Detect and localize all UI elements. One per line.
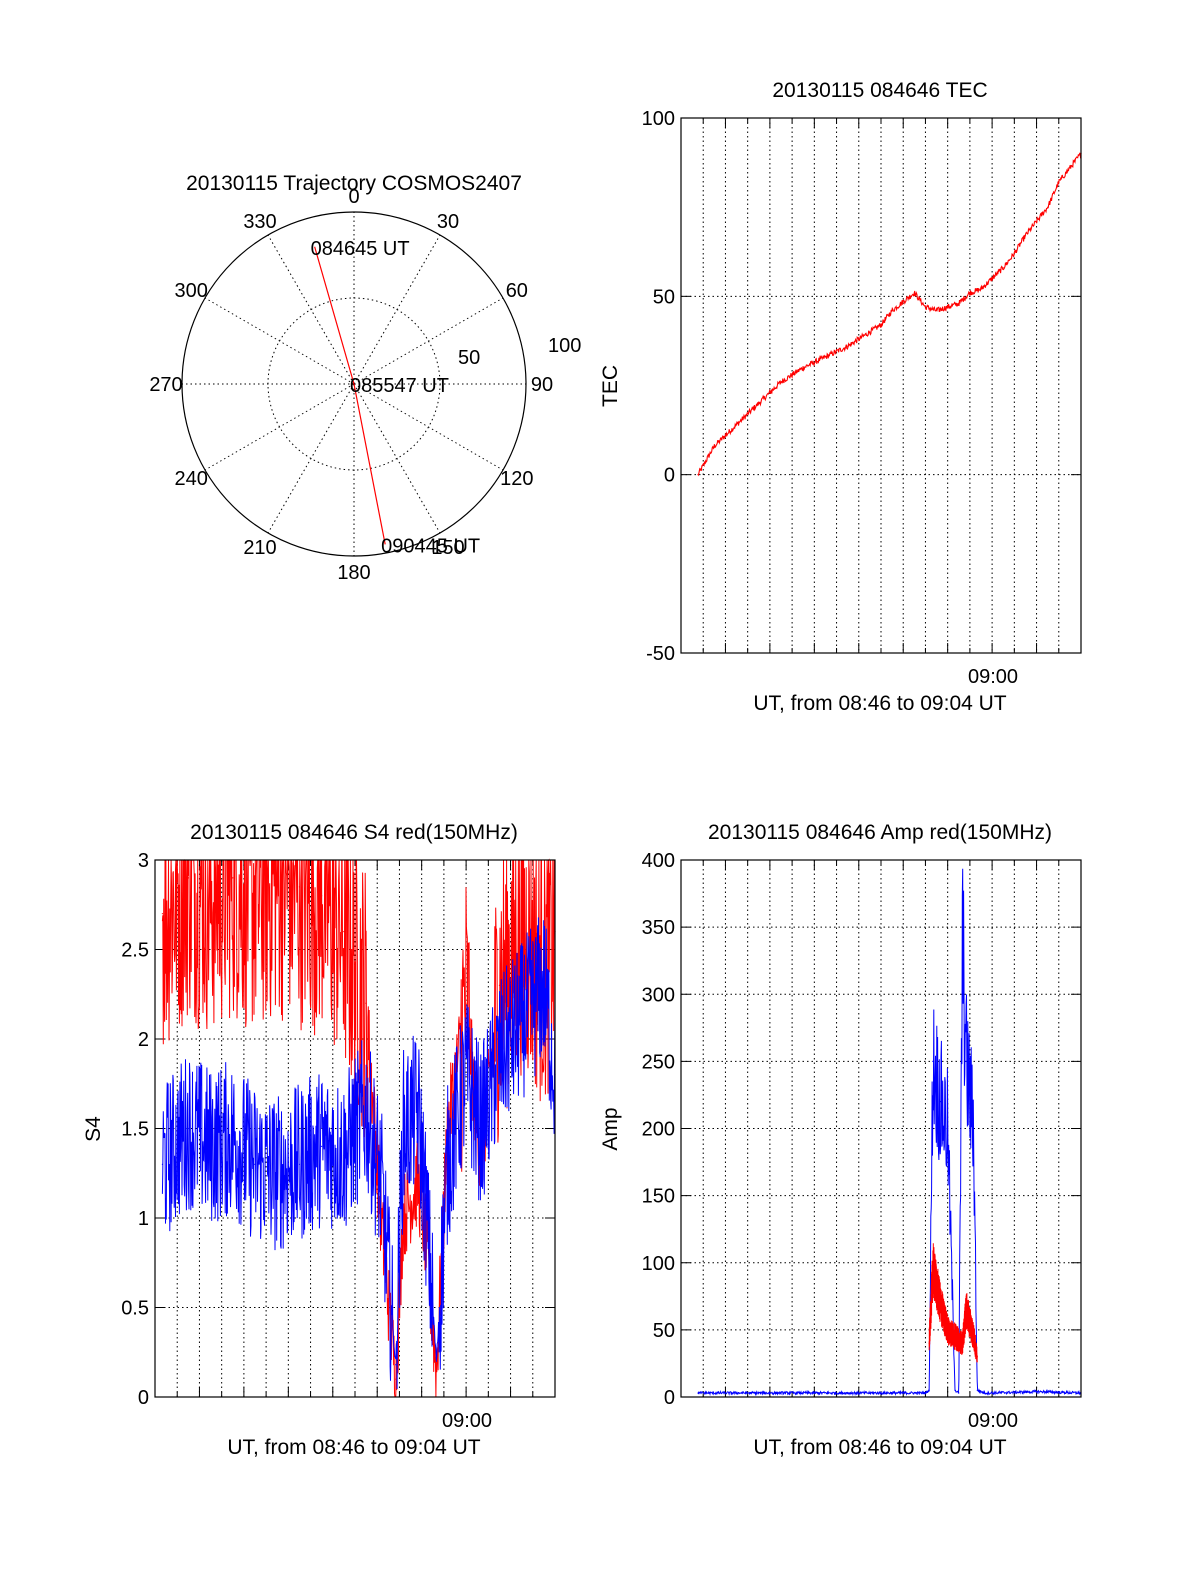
polar-grid xyxy=(182,212,526,556)
amp-line-blue xyxy=(697,868,1082,1397)
s4-y-tick-label: 1 xyxy=(138,1208,149,1230)
s4-point-red xyxy=(161,913,164,915)
polar-azimuth-label: 150 xyxy=(431,537,464,559)
s4-point-blue xyxy=(435,1360,438,1362)
polar-spoke-210 xyxy=(267,383,355,534)
tec-x-tick-label: 09:00 xyxy=(968,666,1018,688)
amp-y-tick-label: 300 xyxy=(642,984,675,1006)
amp-y-tick-label: 250 xyxy=(642,1051,675,1073)
polar-spoke-330 xyxy=(267,234,355,385)
polar-azimuth-label: 60 xyxy=(506,280,528,302)
amp-plot-frame xyxy=(680,859,1082,1398)
s4-y-tick-label: 3 xyxy=(138,850,149,872)
tec-series xyxy=(697,152,1082,477)
polar-azimuth-label: 330 xyxy=(243,211,276,233)
s4-y-tick-label: 2.5 xyxy=(121,940,149,962)
amp-y-tick-label: 50 xyxy=(653,1320,675,1342)
polar-title: 20130115 Trajectory COSMOS2407 xyxy=(186,172,522,195)
polar-radius-label-100: 100 xyxy=(548,335,581,357)
polar-spoke-150 xyxy=(353,383,441,534)
polar-annotation: 090445 UT xyxy=(381,535,480,557)
amp-y-tick-label: 350 xyxy=(642,917,675,939)
s4-y-axis-label: S4 xyxy=(82,1116,105,1142)
tec-line-red xyxy=(697,152,1082,477)
amp-y-tick-label: 150 xyxy=(642,1186,675,1208)
polar-annotation: 084645 UT xyxy=(311,238,410,260)
s4-point-red xyxy=(232,877,234,879)
s4-point-blue xyxy=(321,1145,323,1147)
polar-azimuth-label: 180 xyxy=(337,562,370,584)
s4-plot-frame xyxy=(154,859,556,1398)
amp-x-tick-label: 09:00 xyxy=(968,1410,1018,1432)
s4-panel: 20130115 084646 S4 red(150MHz) 0 0.5 1 1.5 2… xyxy=(82,821,556,1459)
s4-point-blue xyxy=(395,1364,397,1366)
polar-azimuth-label: 240 xyxy=(174,468,207,490)
amp-panel: 20130115 084646 Amp red(150MHz) 0 50 100 15… xyxy=(599,821,1082,1459)
polar-azimuth-label: 0 xyxy=(348,186,359,208)
s4-y-ticks: 0 0.5 1 1.5 2 2.5 3 xyxy=(121,850,149,1409)
amp-grid xyxy=(680,859,1082,1398)
polar-spoke-30 xyxy=(353,234,441,385)
tec-y-tick-label: -50 xyxy=(646,643,675,665)
amp-y-tick-label: 0 xyxy=(664,1387,675,1409)
s4-x-axis-label: UT, from 08:46 to 09:04 UT xyxy=(227,1436,480,1459)
polar-azimuth-labels: 0 30 60 90 120 150 180 210 240 270 300 330 xyxy=(149,186,553,584)
s4-y-tick-label: 0.5 xyxy=(121,1298,149,1320)
tec-y-axis-label: TEC xyxy=(599,365,622,407)
s4-x-tick-label: 09:00 xyxy=(442,1410,492,1432)
amp-y-tick-label: 200 xyxy=(642,1119,675,1141)
polar-azimuth-label: 30 xyxy=(437,211,459,233)
polar-annotation: 085547 UT xyxy=(350,375,449,397)
polar-panel: 20130115 Trajectory COSMOS2407 0 30 60 90 12… xyxy=(149,172,581,584)
polar-radius-label-50: 50 xyxy=(458,347,480,369)
tec-y-tick-label: 0 xyxy=(664,465,675,487)
tec-x-axis-label: UT, from 08:46 to 09:04 UT xyxy=(753,692,1006,715)
amp-line-red xyxy=(928,1243,978,1363)
polar-azimuth-label: 300 xyxy=(174,280,207,302)
s4-y-tick-label: 2 xyxy=(138,1029,149,1051)
s4-y-tick-label: 0 xyxy=(138,1387,149,1409)
polar-spoke-120 xyxy=(353,383,504,471)
amp-x-axis-label: UT, from 08:46 to 09:04 UT xyxy=(753,1436,1006,1459)
polar-annotations: 084645 UT 085547 UT 090445 UT xyxy=(311,238,480,558)
tec-plot-frame xyxy=(680,117,1082,654)
polar-outer-ring xyxy=(181,211,527,557)
s4-y-tick-label: 1.5 xyxy=(121,1119,149,1141)
amp-y-ticks: 0 50 100 150 200 250 300 350 400 xyxy=(642,850,675,1409)
polar-azimuth-label: 270 xyxy=(149,374,182,396)
amp-title: 20130115 084646 Amp red(150MHz) xyxy=(708,821,1052,844)
tec-panel: 20130115 084646 TEC -50 0 50 100 09:00 UT, … xyxy=(599,79,1082,715)
amp-y-axis-label: Amp xyxy=(599,1107,622,1150)
tec-title: 20130115 084646 TEC xyxy=(772,79,987,102)
polar-azimuth-label: 90 xyxy=(531,374,553,396)
s4-line-blue xyxy=(161,917,556,1390)
polar-azimuth-label: 210 xyxy=(243,537,276,559)
tec-y-tick-label: 50 xyxy=(653,286,675,308)
polar-trajectory-line xyxy=(314,246,386,545)
tec-y-ticks: -50 0 50 100 xyxy=(642,108,675,665)
polar-spoke-300 xyxy=(204,297,355,385)
amp-series xyxy=(697,868,1082,1397)
tec-y-tick-label: 100 xyxy=(642,108,675,130)
amp-y-tick-label: 100 xyxy=(642,1253,675,1275)
s4-point-blue xyxy=(465,1074,467,1076)
polar-spoke-240 xyxy=(204,383,355,471)
polar-azimuth-label: 120 xyxy=(500,468,533,490)
tec-grid xyxy=(680,117,1082,654)
s4-title: 20130115 084646 S4 red(150MHz) xyxy=(190,821,518,844)
polar-spoke-60 xyxy=(353,297,504,385)
amp-y-tick-label: 400 xyxy=(642,850,675,872)
